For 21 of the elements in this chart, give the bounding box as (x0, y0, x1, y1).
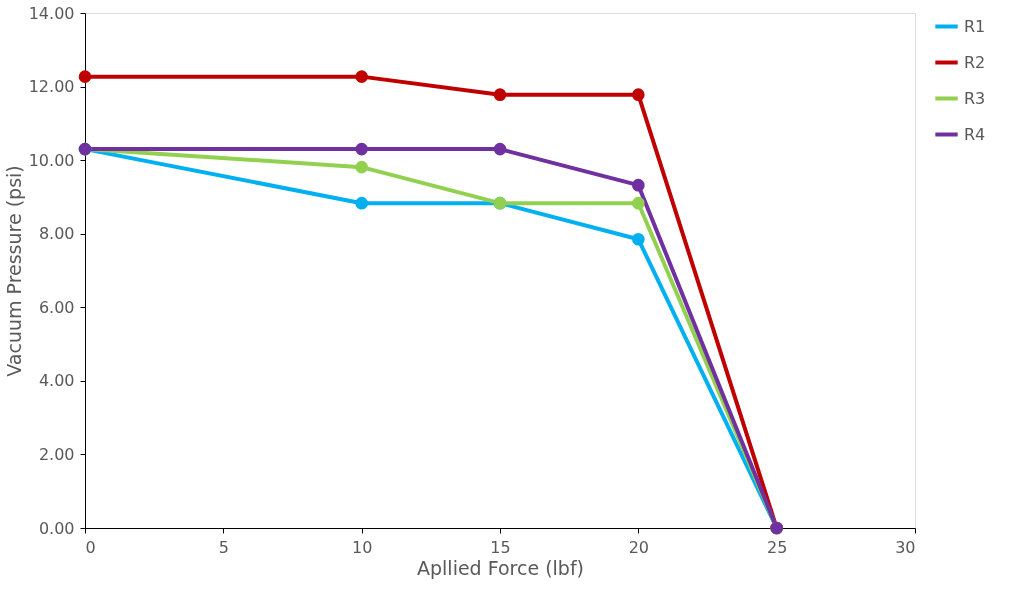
y-tick-label: 8.00 (38, 224, 75, 244)
y-tick-label: 0.00 (38, 518, 75, 538)
y-axis-title: Vacuum Pressure (psi) (2, 165, 25, 377)
y-tick-label: 2.00 (38, 444, 75, 464)
y-tick-label: 6.00 (38, 297, 75, 317)
x-tick-label: 10 (351, 537, 373, 557)
x-tick-label: 20 (628, 537, 650, 557)
legend-label: R1 (964, 16, 986, 36)
x-tick-label: 0 (85, 537, 96, 557)
y-tick-label: 12.00 (28, 77, 75, 97)
x-tick-label: 30 (895, 537, 916, 557)
legend-label: R3 (964, 88, 986, 108)
x-tick-label: 5 (218, 537, 229, 557)
y-tick-label: 14.00 (28, 3, 75, 23)
y-tick-label: 4.00 (38, 371, 75, 391)
legend-label: R4 (964, 124, 986, 144)
x-tick-label: 25 (766, 537, 788, 557)
x-tick-label: 15 (490, 537, 511, 557)
x-axis-title: Apllied Force (lbf) (417, 556, 584, 579)
y-tick-label: 10.00 (28, 150, 75, 170)
legend-label: R2 (964, 52, 986, 72)
